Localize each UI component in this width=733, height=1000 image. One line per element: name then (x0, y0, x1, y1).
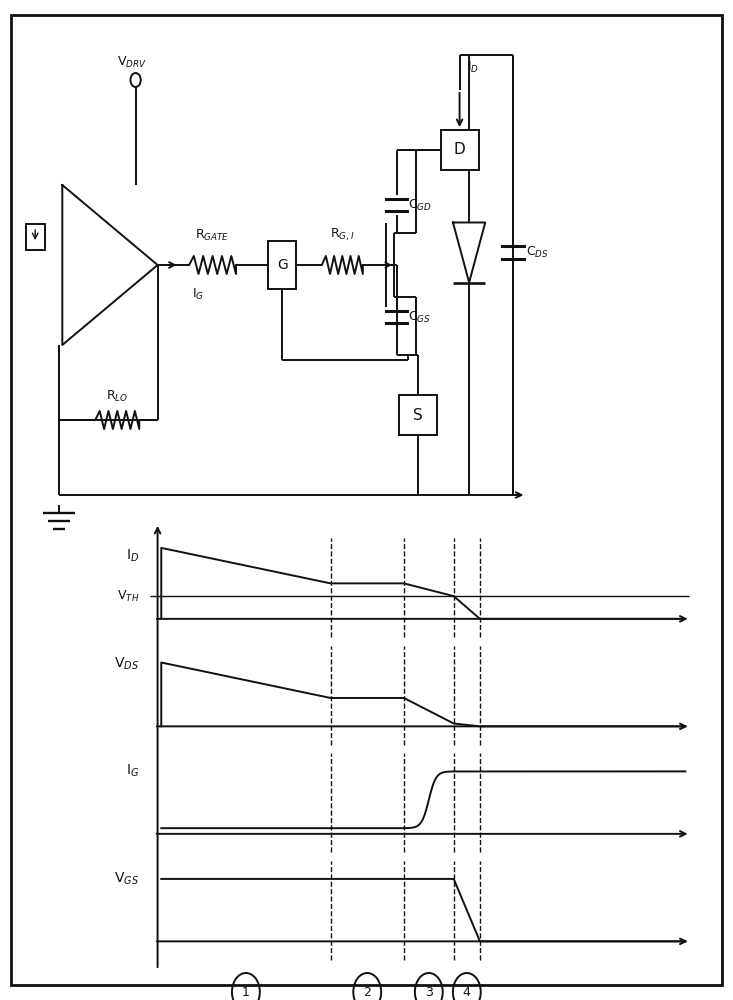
Bar (26, 224, 45, 250)
Text: C$_{GS}$: C$_{GS}$ (408, 309, 431, 325)
Text: R$_{GATE}$: R$_{GATE}$ (196, 228, 229, 243)
Text: C$_{GD}$: C$_{GD}$ (408, 197, 432, 213)
Text: R$_{G,I}$: R$_{G,I}$ (330, 227, 355, 243)
Text: V$_{DS}$: V$_{DS}$ (114, 655, 139, 672)
Text: I$_G$: I$_G$ (192, 287, 204, 302)
Text: 2: 2 (364, 986, 371, 998)
Text: R$_{LO}$: R$_{LO}$ (106, 389, 128, 404)
Text: C$_{DS}$: C$_{DS}$ (526, 245, 549, 260)
Text: V$_{DRV}$: V$_{DRV}$ (117, 55, 147, 70)
Text: I$_D$: I$_D$ (126, 548, 139, 564)
Text: V$_{TH}$: V$_{TH}$ (117, 589, 139, 604)
Text: I$_D$: I$_D$ (467, 60, 479, 75)
Text: D: D (454, 142, 465, 157)
Bar (441, 130, 479, 170)
Bar (399, 395, 437, 435)
Text: 1: 1 (242, 986, 250, 998)
Bar (268, 241, 296, 289)
Text: G: G (277, 258, 287, 272)
Text: V$_{GS}$: V$_{GS}$ (114, 870, 139, 887)
Text: S: S (413, 408, 423, 422)
Text: 3: 3 (425, 986, 432, 998)
Text: 4: 4 (463, 986, 471, 998)
Text: I$_G$: I$_G$ (126, 763, 139, 779)
